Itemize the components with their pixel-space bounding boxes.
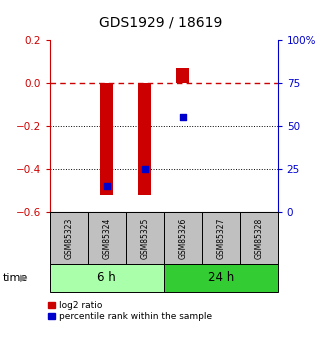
Bar xyxy=(50,264,164,292)
Point xyxy=(180,115,185,120)
Text: GSM85327: GSM85327 xyxy=(216,217,225,259)
Legend: log2 ratio, percentile rank within the sample: log2 ratio, percentile rank within the s… xyxy=(48,301,212,322)
Bar xyxy=(164,264,278,292)
Text: GSM85328: GSM85328 xyxy=(254,217,263,259)
Bar xyxy=(164,212,202,264)
Bar xyxy=(202,212,240,264)
Bar xyxy=(138,83,152,195)
Text: GDS1929 / 18619: GDS1929 / 18619 xyxy=(99,16,222,29)
Text: ▶: ▶ xyxy=(20,273,28,283)
Bar xyxy=(88,212,126,264)
Point xyxy=(142,166,147,172)
Text: 24 h: 24 h xyxy=(208,271,234,284)
Text: GSM85323: GSM85323 xyxy=(64,217,73,259)
Bar xyxy=(50,212,88,264)
Bar xyxy=(126,212,164,264)
Bar xyxy=(176,68,189,83)
Point xyxy=(104,184,109,189)
Bar xyxy=(240,212,278,264)
Text: GSM85326: GSM85326 xyxy=(178,217,187,259)
Text: GSM85325: GSM85325 xyxy=(140,217,149,259)
Bar xyxy=(100,83,113,195)
Text: time: time xyxy=(3,273,29,283)
Text: GSM85324: GSM85324 xyxy=(102,217,111,259)
Text: 6 h: 6 h xyxy=(97,271,116,284)
